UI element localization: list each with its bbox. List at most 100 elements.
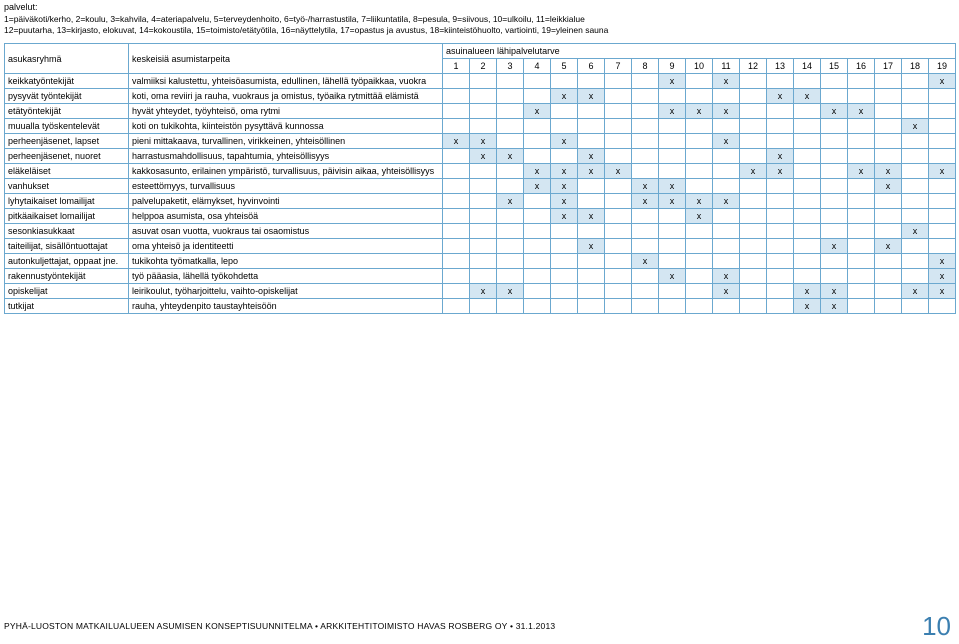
cell-service-16 (848, 209, 875, 224)
cell-service-4 (524, 299, 551, 314)
table-row: eläkeläisetkakkosasunto, erilainen ympär… (5, 164, 956, 179)
cell-group: autonkuljettajat, oppaat jne. (5, 254, 129, 269)
cell-service-4 (524, 134, 551, 149)
cell-service-3 (497, 104, 524, 119)
cell-service-2: x (470, 284, 497, 299)
cell-service-3 (497, 179, 524, 194)
cell-service-9: x (659, 194, 686, 209)
cell-needs: kakkosasunto, erilainen ympäristö, turva… (129, 164, 443, 179)
cell-group: keikkatyöntekijät (5, 74, 129, 89)
cell-service-1 (443, 299, 470, 314)
cell-service-14 (794, 224, 821, 239)
cell-service-19: x (929, 74, 956, 89)
cell-service-12: x (740, 164, 767, 179)
cell-service-12 (740, 209, 767, 224)
cell-service-17 (875, 224, 902, 239)
table-row: pitkäaikaiset lomailijathelppoa asumista… (5, 209, 956, 224)
cell-service-16 (848, 134, 875, 149)
cell-service-3 (497, 224, 524, 239)
cell-group: rakennustyöntekijät (5, 269, 129, 284)
cell-service-17 (875, 194, 902, 209)
cell-service-11 (713, 209, 740, 224)
cell-service-6: x (578, 239, 605, 254)
header-col-8: 8 (632, 59, 659, 74)
cell-service-17 (875, 149, 902, 164)
cell-service-9 (659, 239, 686, 254)
cell-service-19 (929, 239, 956, 254)
cell-service-5: x (551, 164, 578, 179)
cell-service-10 (686, 224, 713, 239)
cell-service-15 (821, 74, 848, 89)
cell-service-18 (902, 299, 929, 314)
cell-service-17: x (875, 239, 902, 254)
cell-service-12 (740, 104, 767, 119)
cell-service-8 (632, 74, 659, 89)
cell-service-4: x (524, 104, 551, 119)
cell-service-9: x (659, 269, 686, 284)
cell-service-4 (524, 269, 551, 284)
cell-service-15 (821, 269, 848, 284)
cell-service-1 (443, 164, 470, 179)
cell-service-6: x (578, 164, 605, 179)
cell-service-17: x (875, 164, 902, 179)
cell-service-1 (443, 119, 470, 134)
cell-service-4 (524, 74, 551, 89)
cell-service-8 (632, 209, 659, 224)
cell-service-10 (686, 74, 713, 89)
cell-service-5 (551, 119, 578, 134)
cell-service-1 (443, 254, 470, 269)
cell-service-11: x (713, 104, 740, 119)
cell-service-2 (470, 104, 497, 119)
header-col-19: 19 (929, 59, 956, 74)
cell-service-11: x (713, 74, 740, 89)
cell-service-10 (686, 284, 713, 299)
cell-service-8 (632, 134, 659, 149)
cell-service-8 (632, 299, 659, 314)
cell-service-2 (470, 224, 497, 239)
cell-service-11 (713, 179, 740, 194)
cell-service-2 (470, 269, 497, 284)
header-group: asukasryhmä (5, 44, 129, 74)
cell-service-5 (551, 239, 578, 254)
cell-service-5: x (551, 89, 578, 104)
services-matrix-table: asukasryhmä keskeisiä asumistarpeita asu… (4, 43, 956, 314)
cell-service-5 (551, 254, 578, 269)
legend-line-1: 1=päiväkoti/kerho, 2=koulu, 3=kahvila, 4… (0, 14, 959, 25)
cell-service-9 (659, 224, 686, 239)
cell-group: sesonkiasukkaat (5, 224, 129, 239)
cell-service-11 (713, 254, 740, 269)
cell-service-1 (443, 194, 470, 209)
cell-service-10 (686, 269, 713, 284)
cell-service-13 (767, 179, 794, 194)
cell-service-7 (605, 284, 632, 299)
header-col-13: 13 (767, 59, 794, 74)
legend-title: palvelut: (0, 0, 959, 14)
cell-service-17 (875, 284, 902, 299)
cell-service-14 (794, 239, 821, 254)
cell-service-15 (821, 224, 848, 239)
cell-service-2 (470, 254, 497, 269)
cell-service-2 (470, 119, 497, 134)
cell-service-17 (875, 104, 902, 119)
cell-service-6 (578, 299, 605, 314)
table-row: lyhytaikaiset lomailijatpalvelupaketit, … (5, 194, 956, 209)
cell-service-18 (902, 179, 929, 194)
header-col-16: 16 (848, 59, 875, 74)
cell-group: lyhytaikaiset lomailijat (5, 194, 129, 209)
cell-service-8 (632, 104, 659, 119)
cell-service-6 (578, 284, 605, 299)
cell-service-2 (470, 179, 497, 194)
cell-service-1 (443, 224, 470, 239)
cell-service-7 (605, 224, 632, 239)
cell-service-1 (443, 209, 470, 224)
cell-service-16: x (848, 164, 875, 179)
cell-service-18 (902, 104, 929, 119)
cell-service-1 (443, 104, 470, 119)
header-col-2: 2 (470, 59, 497, 74)
cell-service-15 (821, 89, 848, 104)
cell-service-17 (875, 299, 902, 314)
cell-service-15 (821, 209, 848, 224)
cell-service-6 (578, 269, 605, 284)
cell-service-2 (470, 164, 497, 179)
cell-service-7 (605, 149, 632, 164)
